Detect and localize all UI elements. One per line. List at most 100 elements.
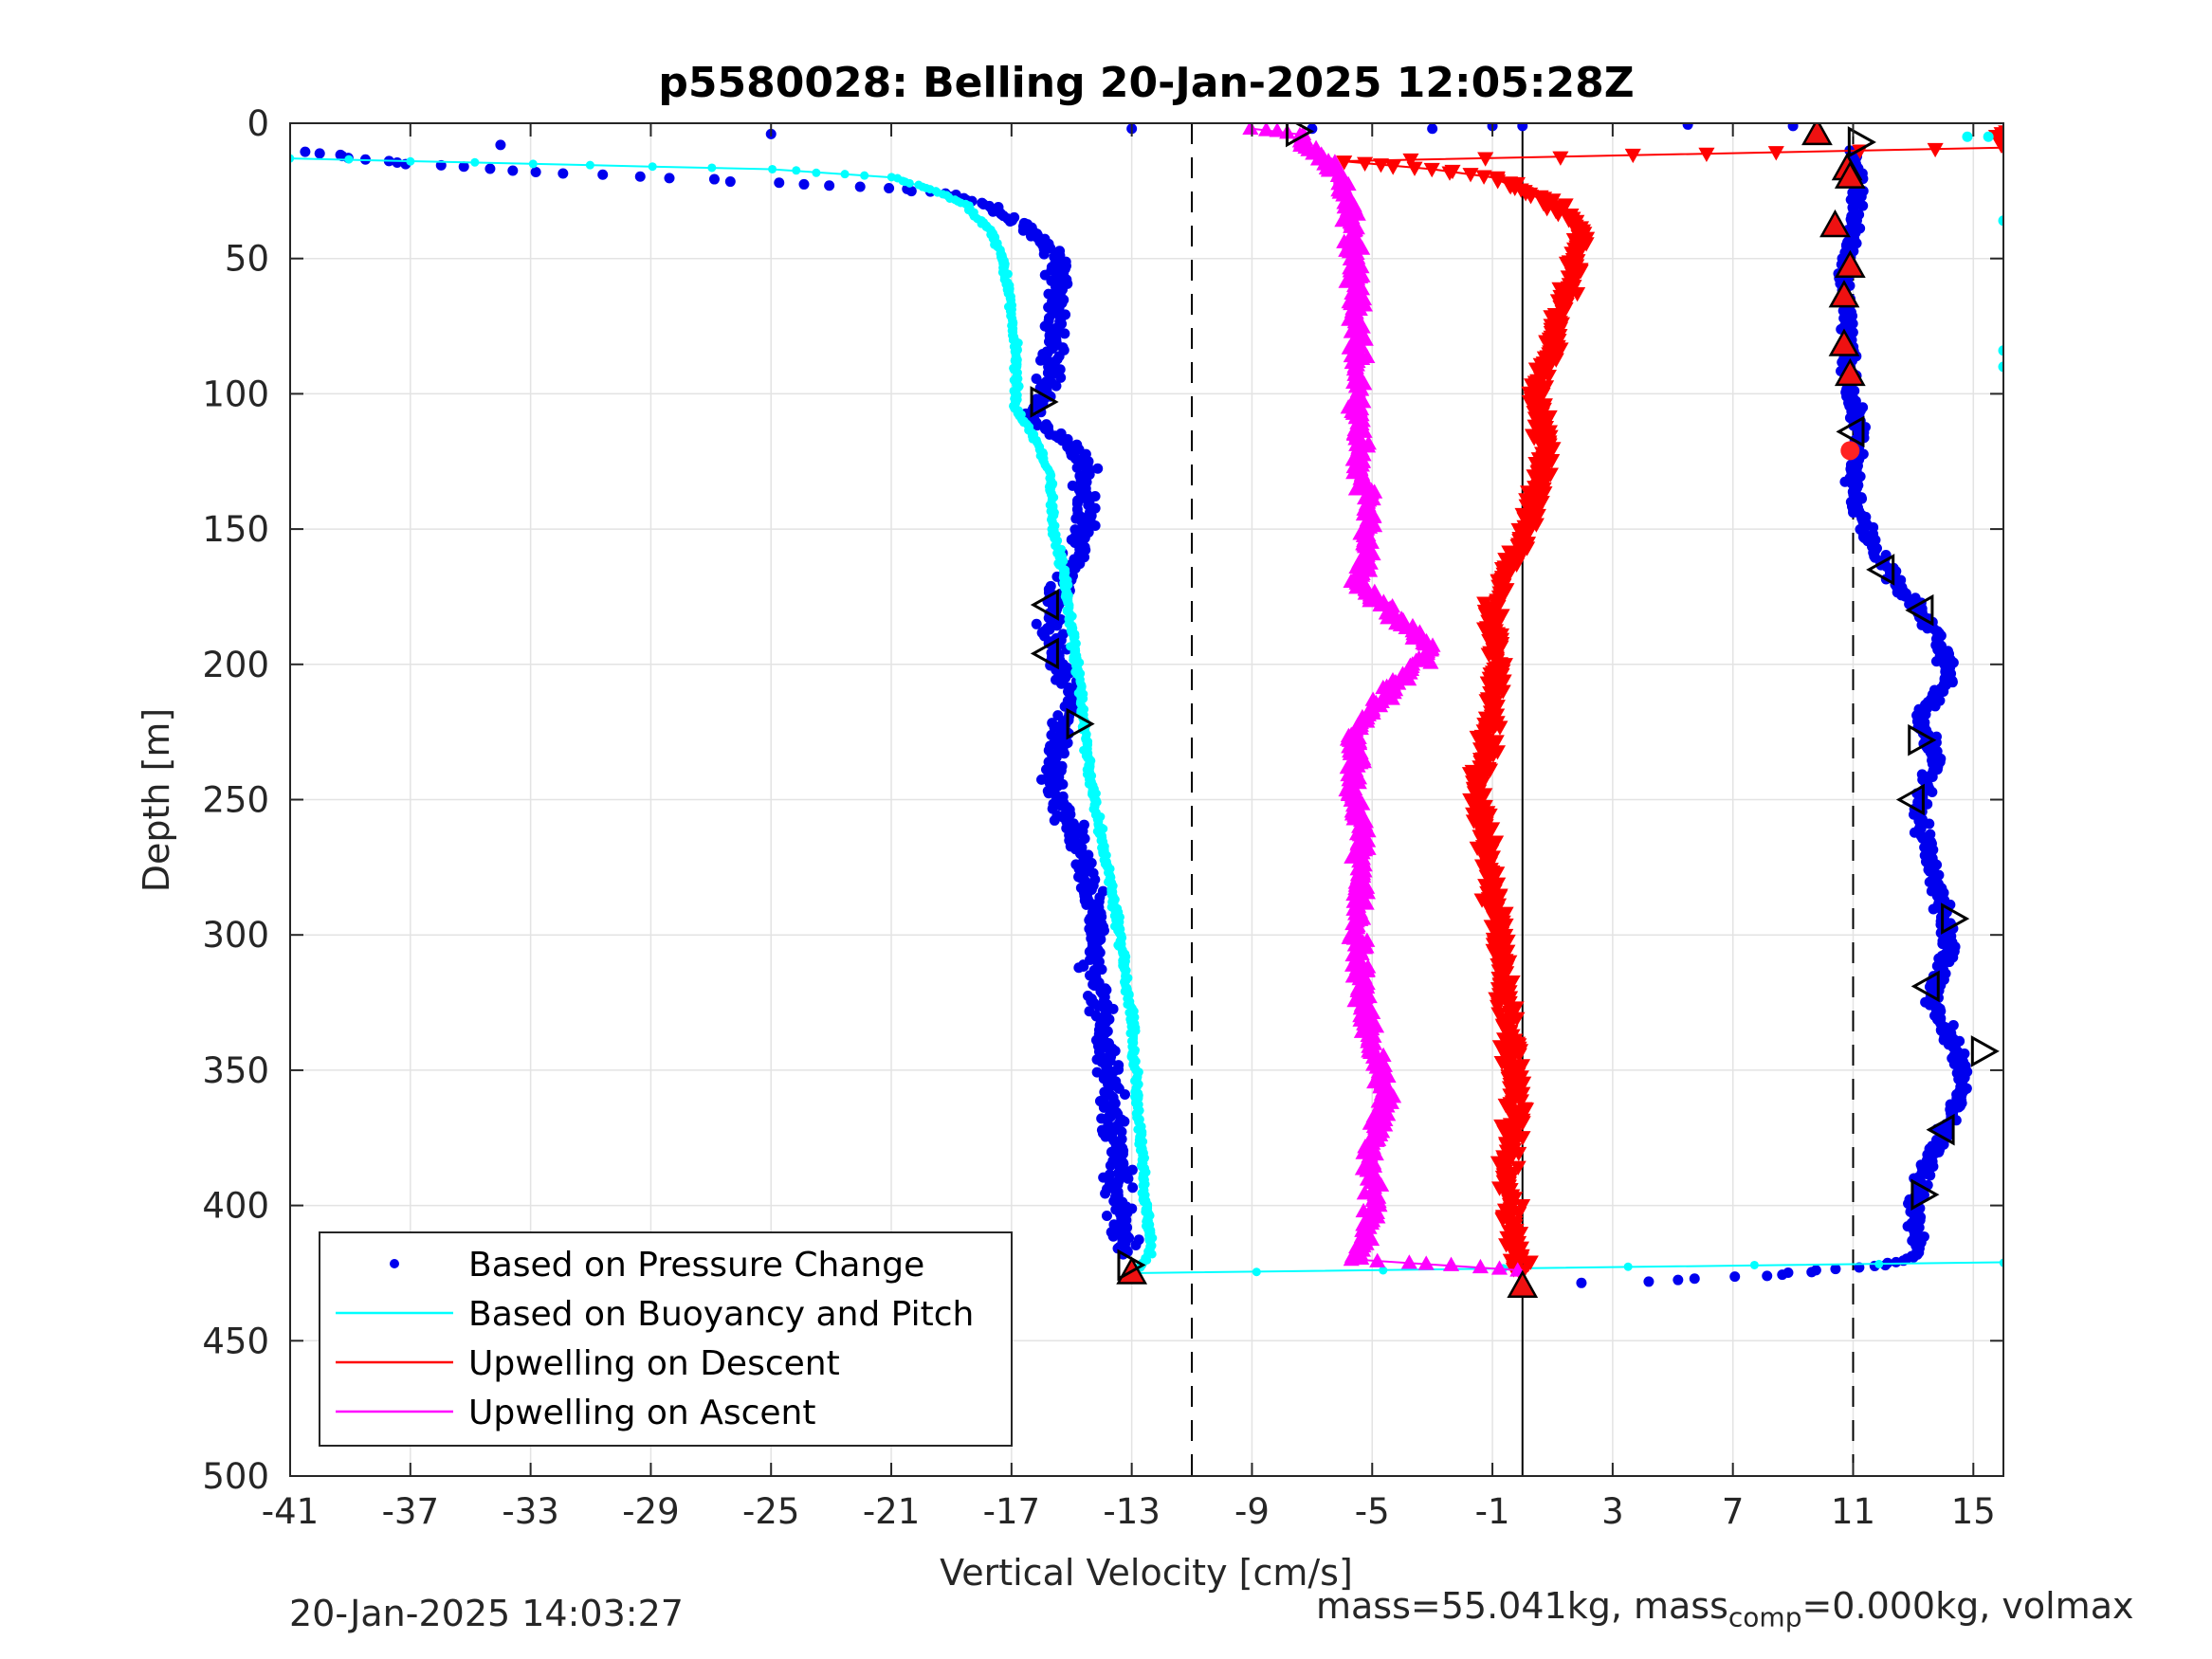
x-tick-label: -21	[863, 1491, 920, 1532]
open-triangle-marker	[1836, 415, 1865, 448]
data-point	[1729, 1271, 1741, 1283]
data-point	[1462, 168, 1479, 183]
data-point	[1442, 1256, 1460, 1271]
data-point	[1100, 1188, 1111, 1199]
x-tick-label: -25	[742, 1491, 799, 1532]
data-point	[458, 161, 469, 173]
data-point	[314, 148, 325, 159]
footer-mass: mass=55.041kg, masscomp=0.000kg, volmax	[1316, 1585, 2133, 1633]
data-point	[1356, 1185, 1373, 1200]
data-point	[1469, 841, 1486, 857]
data-point	[1384, 160, 1401, 175]
data-point	[484, 163, 496, 174]
data-point	[1089, 520, 1101, 532]
data-point	[824, 180, 835, 191]
data-point	[1400, 1254, 1417, 1269]
data-point	[1338, 273, 1355, 288]
open-triangle-marker	[1866, 554, 1895, 586]
data-point	[1910, 592, 1921, 604]
filled-triangle-marker	[1801, 123, 1833, 146]
data-point	[470, 157, 480, 167]
y-tick-label: 450	[202, 1321, 269, 1361]
data-point	[1787, 123, 1799, 132]
data-point	[1343, 1250, 1360, 1267]
data-point	[768, 164, 777, 173]
footer-mass-prefix: mass=55.041kg, mass	[1316, 1585, 1728, 1627]
x-tick-label: 15	[1951, 1491, 1996, 1532]
y-tick-label: 500	[202, 1456, 269, 1497]
open-triangle-marker	[1908, 723, 1937, 757]
filled-triangle-marker	[1834, 249, 1866, 279]
data-point	[1059, 328, 1070, 339]
data-point	[1101, 1210, 1112, 1221]
data-point	[558, 168, 569, 179]
data-point	[1517, 123, 1528, 132]
data-point	[1810, 1265, 1821, 1276]
data-point	[1116, 1126, 1127, 1138]
data-point	[1999, 1258, 2003, 1267]
x-tick-label: -29	[622, 1491, 679, 1532]
y-axis-label: Depth [m]	[136, 708, 177, 893]
footer-date: 20-Jan-2025 14:03:27	[289, 1593, 684, 1634]
data-point	[1762, 1270, 1773, 1282]
legend-box	[319, 1231, 1013, 1447]
data-point	[1017, 225, 1029, 236]
data-point	[1983, 131, 1994, 142]
y-tick-label: 400	[202, 1186, 269, 1227]
y-tick-label: 0	[247, 103, 269, 144]
legend-label: Upwelling on Descent	[468, 1344, 840, 1383]
data-point	[1055, 372, 1067, 383]
series-descent	[1336, 125, 2003, 1282]
data-point	[1092, 463, 1104, 474]
data-point	[1874, 1259, 1884, 1268]
data-point	[2002, 131, 2003, 134]
data-point	[1475, 170, 1492, 185]
data-point	[1031, 618, 1042, 629]
data-point	[1073, 962, 1085, 974]
data-point	[1962, 131, 1973, 142]
data-point	[1749, 1260, 1759, 1269]
data-point	[798, 178, 810, 190]
open-triangle-marker	[1066, 707, 1095, 740]
axes: -41 -37 -33 -29 -25 -21 -17 -13 -9 -5 -1 3 7 11 150501…	[202, 103, 2003, 1532]
data-point	[1472, 1258, 1489, 1274]
data-point	[1514, 1116, 1531, 1131]
data-point	[724, 176, 736, 188]
event-markers	[1030, 123, 2000, 1298]
data-point	[1623, 1262, 1633, 1271]
data-point	[1336, 155, 1353, 171]
filled-triangle-marker	[1828, 328, 1860, 356]
data-point	[1464, 797, 1481, 812]
data-point	[1383, 690, 1400, 705]
data-layer	[290, 123, 2003, 1298]
data-point	[1422, 654, 1439, 669]
legend: Based on Pressure Change Based on Buoyanc…	[319, 1231, 1013, 1447]
data-point	[1034, 355, 1046, 366]
open-triangle-marker	[1030, 637, 1059, 670]
data-point	[1058, 748, 1069, 759]
data-point	[290, 154, 295, 163]
data-point	[905, 186, 917, 197]
data-point	[1096, 1113, 1107, 1124]
x-tick-label: -33	[502, 1491, 558, 1532]
y-tick-label: 350	[202, 1050, 269, 1091]
data-point	[1998, 361, 2003, 373]
data-point	[1362, 592, 1379, 608]
data-point	[708, 173, 720, 185]
open-triangle-marker	[1030, 386, 1059, 418]
data-point	[1994, 139, 2003, 155]
data-point	[1107, 1231, 1119, 1242]
data-point	[1927, 142, 1944, 158]
data-point	[1081, 899, 1092, 910]
data-point	[1402, 153, 1419, 169]
data-point	[1357, 156, 1374, 172]
open-triangle-marker	[1910, 970, 1940, 1003]
legend-label: Based on Pressure Change	[468, 1246, 924, 1285]
data-point	[905, 178, 914, 188]
red-dot-marker	[1840, 441, 1860, 461]
data-point	[884, 183, 895, 194]
data-point	[597, 169, 609, 180]
data-point	[1353, 1249, 1370, 1265]
open-triangle-marker	[1895, 783, 1925, 816]
